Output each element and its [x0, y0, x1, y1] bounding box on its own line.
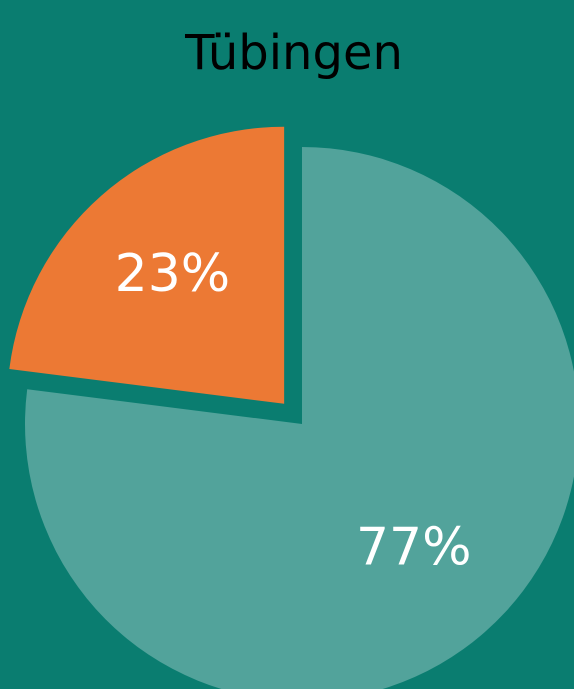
value-label: 23%	[115, 244, 231, 304]
pie-slice	[9, 126, 285, 404]
chart-title: Tübingen	[184, 25, 403, 81]
pie-slice	[25, 147, 574, 689]
value-label: 77%	[356, 518, 472, 578]
